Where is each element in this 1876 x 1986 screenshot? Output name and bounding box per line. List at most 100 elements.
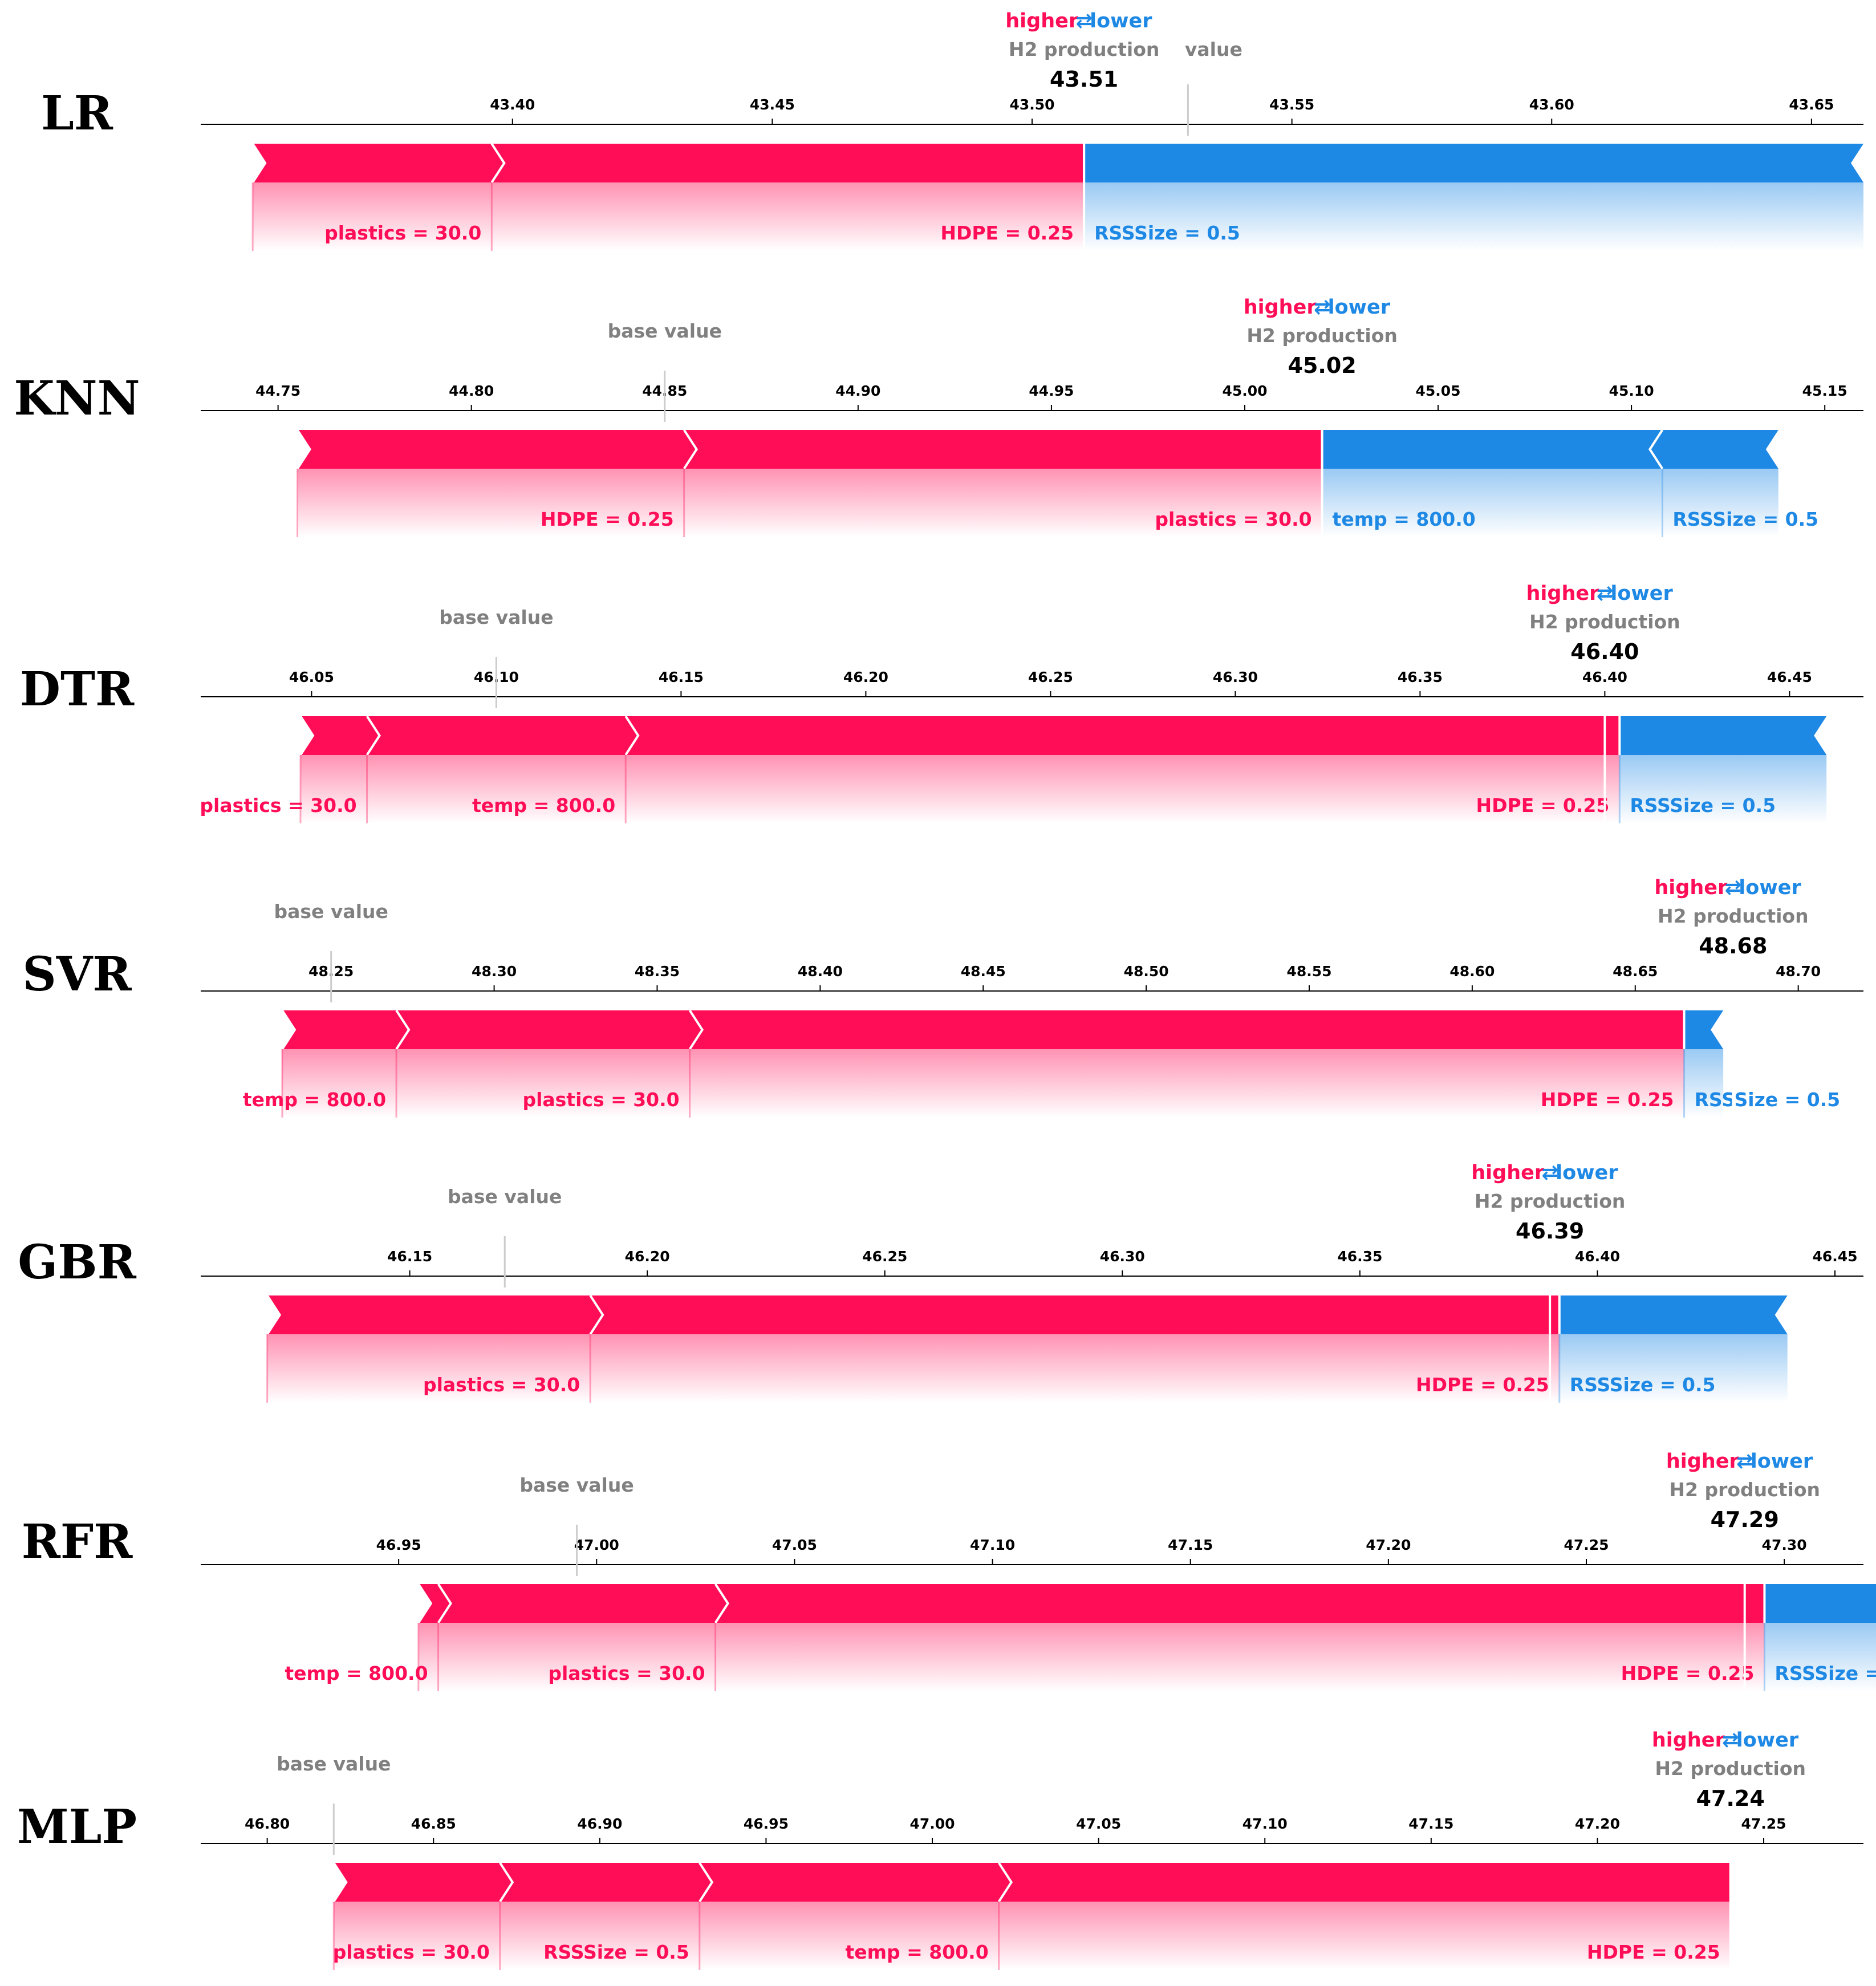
model-label-knn: KNN [14, 371, 140, 426]
force-plot-lr: 43.40 43.45 43.50 43.55 43.60 43.65 value highe… [201, 10, 1863, 251]
tick-label: 47.20 [1575, 1816, 1620, 1832]
output-value-label: 46.39 [1516, 1219, 1584, 1244]
tick-label: 47.25 [1741, 1816, 1786, 1832]
segment-separator [437, 1583, 452, 1624]
legend-lower: lower [1610, 582, 1673, 605]
output-value-label: 47.29 [1711, 1507, 1779, 1532]
legend-lower: lower [1736, 1729, 1799, 1752]
base-value-label: base value [439, 606, 553, 628]
segment-separator [490, 143, 506, 184]
segment-separator [395, 1009, 411, 1050]
feature-gradient [500, 1902, 700, 1970]
feature-gradient [1764, 1623, 1876, 1691]
feature-bar-segment [297, 430, 697, 469]
tick-label: 46.30 [1213, 669, 1258, 685]
tick-label: 46.15 [659, 669, 704, 685]
feature-gradient [300, 755, 367, 823]
feature-label: temp = 800.0 [1333, 508, 1476, 530]
feature-label: RSSSize = 0.5 [1672, 508, 1818, 530]
output-value-label: 46.40 [1570, 639, 1639, 664]
segment-separator [299, 715, 315, 756]
tick-label: 46.25 [1028, 669, 1073, 685]
tick-label: 48.55 [1286, 963, 1331, 980]
legend-higher: higher [1471, 1161, 1545, 1184]
output-name-label: H2 production [1669, 1479, 1820, 1501]
model-label-svr: SVR [22, 947, 132, 1002]
legend-lower: lower [1090, 10, 1152, 33]
feature-gradient [689, 1049, 1684, 1118]
segment-separator [1648, 429, 1664, 470]
base-value-label: value [1185, 38, 1242, 60]
feature-label: RSSSize = 0.5 [1094, 222, 1240, 244]
feature-gradient [715, 1623, 1765, 1691]
feature-label: RSSSize = 0.5 [1695, 1089, 1841, 1111]
segment-separator [683, 429, 699, 470]
feature-gradient [1084, 182, 1863, 251]
base-value-label: base value [274, 900, 388, 923]
feature-bar-segment [500, 1863, 712, 1902]
tick-label: 46.45 [1767, 669, 1812, 685]
feature-bar-segment [1650, 430, 1778, 469]
tick-label: 46.90 [577, 1816, 622, 1832]
feature-label: RSSSize = 0.5 [1570, 1374, 1716, 1396]
force-plot-svr: 48.25 48.30 48.35 48.40 48.45 48.50 48.55 48.60… [201, 876, 1863, 1118]
tick-label: 47.00 [574, 1537, 619, 1553]
segment-separator [296, 429, 311, 470]
tick-label: 46.35 [1398, 669, 1443, 685]
tick-label: 47.05 [772, 1537, 817, 1553]
legend-lower: lower [1739, 876, 1801, 899]
force-plot-dtr: 46.05 46.10 46.15 46.20 46.25 46.30 46.35 46.40… [200, 582, 1863, 823]
feature-gradient [267, 1334, 591, 1403]
tick-label: 47.00 [910, 1816, 955, 1832]
segment-separator [281, 1009, 297, 1050]
legend-lower: lower [1328, 296, 1391, 319]
legend-arrow-icon: ⇄ [1597, 582, 1613, 605]
segment-separator [714, 1583, 729, 1624]
model-label-mlp: MLP [17, 1800, 137, 1854]
feature-gradient [699, 1902, 999, 1970]
feature-label: temp = 800.0 [243, 1089, 386, 1111]
feature-label: RSSSize = 0.5 [543, 1941, 689, 1963]
legend-arrow-icon: ⇄ [1541, 1161, 1558, 1184]
model-label-dtr: DTR [19, 662, 135, 717]
segment-separator [266, 1294, 282, 1335]
feature-bar-segment [1684, 1010, 1724, 1049]
feature-gradient [396, 1049, 690, 1118]
tick-label: 43.60 [1529, 96, 1574, 113]
output-value-label: 47.24 [1696, 1786, 1765, 1811]
tick-label: 48.35 [635, 963, 680, 980]
feature-bar-segment [396, 1010, 703, 1049]
segment-separator [688, 1009, 704, 1050]
segment-separator [417, 1583, 433, 1624]
tick-label: 47.20 [1366, 1537, 1411, 1553]
tick-label: 47.10 [970, 1537, 1015, 1553]
feature-gradient [1619, 755, 1827, 823]
tick-label: 47.25 [1564, 1537, 1609, 1553]
feature-bar-segment [282, 1010, 409, 1049]
feature-bar-segment [300, 716, 380, 755]
feature-bar-segment [1559, 1295, 1788, 1334]
tick-label: 47.15 [1168, 1537, 1213, 1553]
tick-label: 48.30 [472, 963, 517, 980]
feature-bar-segment [418, 1584, 451, 1623]
feature-bar-segment [492, 144, 1085, 182]
feature-gradient [626, 755, 1620, 823]
feature-bar-segment [1764, 1584, 1876, 1623]
segment-separator [332, 1862, 348, 1903]
feature-label: RSSSize = 0.5 [1775, 1662, 1876, 1684]
feature-label: HDPE = 0.25 [1621, 1662, 1755, 1684]
force-plot-knn: 44.75 44.80 44.85 44.90 44.95 45.00 45.05 45.10… [201, 296, 1863, 537]
feature-gradient [282, 1049, 397, 1118]
output-name-label: H2 production [1529, 611, 1680, 633]
force-plot-mlp: 46.80 46.85 46.90 46.95 47.00 47.05 47.10 47.15… [201, 1729, 1863, 1970]
feature-bar-segment [689, 1010, 1684, 1049]
output-name-label: H2 production [1009, 38, 1160, 60]
legend-lower: lower [1751, 1450, 1813, 1473]
feature-bar-segment [590, 1295, 1560, 1334]
tick-label: 47.15 [1408, 1816, 1453, 1832]
tick-label: 47.30 [1762, 1537, 1807, 1553]
feature-bar-segment [1084, 144, 1863, 182]
segment-separator [499, 1862, 514, 1903]
tick-label: 46.95 [376, 1537, 421, 1553]
